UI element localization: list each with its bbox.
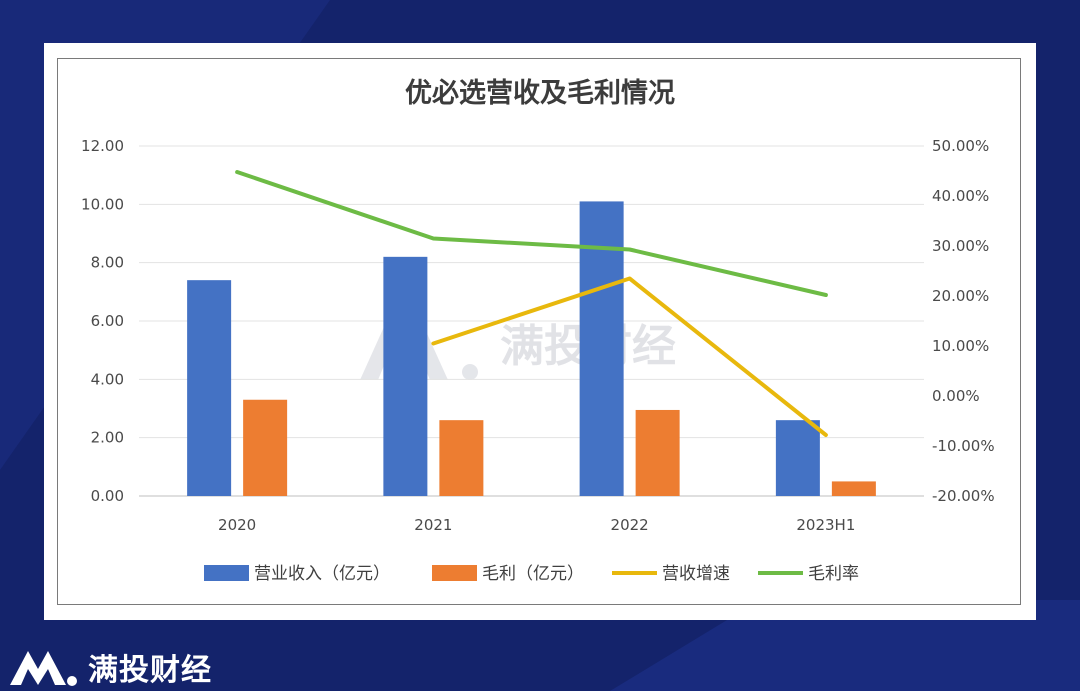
bar-revenue [187,280,232,496]
y-left-tick-label: 2.00 [91,429,124,447]
y-left-tick-label: 6.00 [91,312,124,330]
bar-gross-profit [831,481,876,496]
y-right-tick-label: 20.00% [932,287,989,305]
chart-frame [57,58,1021,605]
bars [187,201,876,496]
y-right-tick-label: 50.00% [932,137,989,155]
chart-title: 优必选营收及毛利情况 [405,78,675,109]
chart-card: 满投财经 0.002.004.006.008.0010.0012.00-20.0… [44,43,1036,620]
y-right-tick-label: 10.00% [932,337,989,355]
y-right-tick-label: 40.00% [932,187,989,205]
y-right-tick-label: 0.00% [932,387,980,405]
brand-logo-icon [10,651,77,686]
bar-gross-profit [635,409,680,496]
brand-footer: 满投财经 [8,645,212,689]
bar-gross-profit [243,399,288,496]
y-right-tick-label: 30.00% [932,237,989,255]
axes: 0.00 2.00 4.00 6.00 8.00 10.00 12.00 -20.00% -10… [81,137,995,534]
bar-gross-profit [439,420,484,496]
y-right-tick-label: -10.00% [932,437,995,455]
y-left-tick-label: 10.00 [81,195,124,213]
legend-gross-profit-label: 毛利（亿元） [482,564,584,584]
brand-name: 满投财经 [88,653,212,688]
y-left-tick-label: 0.00 [91,487,124,505]
line-gross-margin [235,170,828,297]
legend-margin-label: 毛利率 [808,564,859,584]
x-tick-label: 2023H1 [796,516,855,534]
y-left-tick-label: 8.00 [91,254,124,272]
y-left-tick-label: 12.00 [81,137,124,155]
x-tick-label: 2020 [218,516,256,534]
lines [235,170,828,437]
legend-revenue-label: 营业收入（亿元） [254,564,390,584]
y-right-tick-label: -20.00% [932,487,995,505]
x-tick-label: 2021 [414,516,452,534]
bar-revenue [383,256,428,496]
legend-gross-profit-swatch [432,565,477,581]
legend-growth-label: 营收增速 [662,564,730,584]
x-tick-label: 2022 [611,516,649,534]
chart: 满投财经 0.002.004.006.008.0010.0012.00-20.0… [81,78,995,584]
y-left-tick-label: 4.00 [91,370,124,388]
legend: 营业收入（亿元） 毛利（亿元） 营收增速 毛利率 [204,564,859,584]
legend-revenue-swatch [204,565,249,581]
bar-revenue [775,420,820,496]
